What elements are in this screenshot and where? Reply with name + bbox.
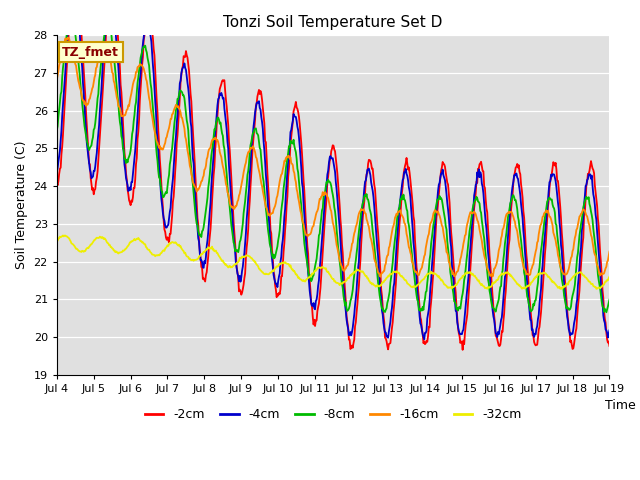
X-axis label: Time: Time <box>605 398 636 411</box>
Text: TZ_fmet: TZ_fmet <box>62 46 119 59</box>
Legend: -2cm, -4cm, -8cm, -16cm, -32cm: -2cm, -4cm, -8cm, -16cm, -32cm <box>140 403 527 426</box>
Y-axis label: Soil Temperature (C): Soil Temperature (C) <box>15 141 28 269</box>
Title: Tonzi Soil Temperature Set D: Tonzi Soil Temperature Set D <box>223 15 443 30</box>
